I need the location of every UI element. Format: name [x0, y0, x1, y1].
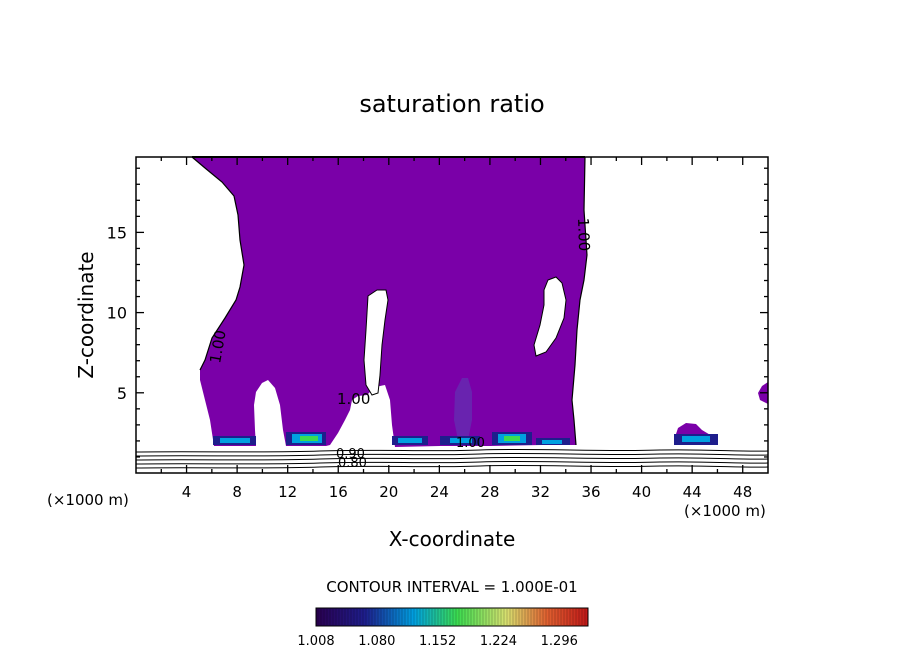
colorbar-labels: 1.008 1.080 1.152 1.224 1.296 [297, 634, 577, 649]
x-tick-label: 36 [581, 483, 600, 501]
saturation-region [191, 156, 768, 447]
x-tick-label: 12 [278, 483, 297, 501]
x-tick-label: 8 [232, 483, 242, 501]
colorbar-tick-label: 1.008 [297, 634, 334, 649]
x-tick-label: 28 [480, 483, 499, 501]
x-tick-label: 4 [182, 483, 192, 501]
contour-label: 0.80 [338, 456, 367, 471]
plot-frame [135, 156, 769, 474]
colorbar [315, 607, 589, 627]
colorbar-tick-label: 1.152 [419, 634, 456, 649]
x-tick-label: 44 [683, 483, 702, 501]
contour-label: 1.00 [206, 329, 230, 365]
colorbar-tick-label: 1.296 [541, 634, 578, 649]
x-tick-label: 32 [531, 483, 550, 501]
contour-interval-label: CONTOUR INTERVAL = 1.000E-01 [326, 578, 577, 596]
y-axis-ticks: 5 10 15 [107, 167, 768, 458]
y-axis-title: Z-coordinate [74, 251, 98, 378]
contour-label: 1.00 [456, 436, 485, 451]
chart-title: saturation ratio [359, 90, 544, 118]
y-tick-label: 10 [107, 304, 127, 323]
colorbar-tick-label: 1.224 [480, 634, 517, 649]
x-tick-label: 40 [632, 483, 651, 501]
colorbar-tick-label: 1.080 [358, 634, 395, 649]
contour-label: 1.00 [337, 390, 370, 408]
colorbar-stripes [317, 609, 586, 625]
high-saturation-cells [213, 432, 718, 445]
low-level-contours [135, 448, 769, 469]
x-tick-label: 20 [379, 483, 398, 501]
y-tick-label: 5 [117, 384, 127, 403]
x-tick-label: 24 [430, 483, 449, 501]
x-unit-left: (×1000 m) [47, 491, 129, 509]
x-axis-title: X-coordinate [389, 527, 516, 551]
contour-label: 0.90 [336, 447, 365, 462]
x-tick-label: 48 [733, 483, 752, 501]
y-tick-label: 15 [107, 223, 127, 242]
x-tick-label: 16 [329, 483, 348, 501]
x-axis-ticks: 4 8 12 16 20 24 28 32 36 40 44 48 [160, 157, 752, 501]
contour-label: 1.00 [574, 218, 593, 252]
x-unit-right: (×1000 m) [684, 502, 766, 520]
